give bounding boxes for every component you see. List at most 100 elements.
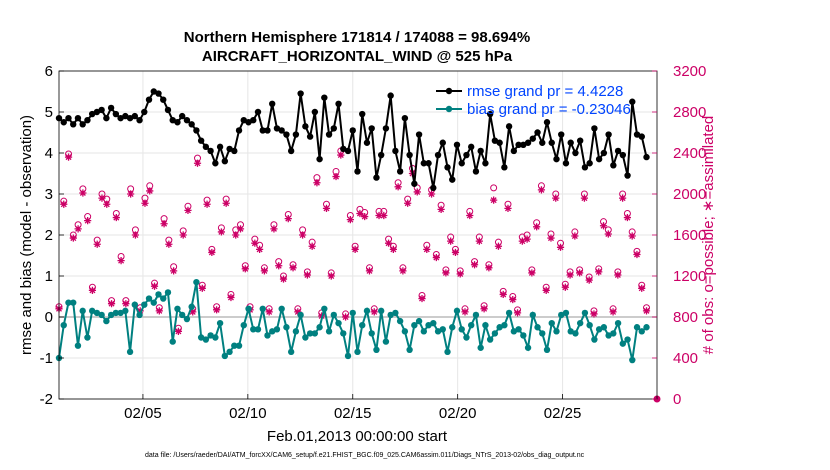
legend: rmse grand pr = 4.4228 bias grand pr = -…	[436, 83, 631, 118]
bias-point	[216, 319, 224, 327]
obs-assimilated-point	[380, 211, 388, 220]
obs-assimilated-point	[590, 310, 598, 318]
obs-assimilated-point	[556, 243, 565, 251]
rmse-point	[141, 108, 148, 116]
bias-point	[396, 317, 404, 325]
rmse-point	[396, 168, 404, 175]
y-axis-left-label: rmse and bias (model - observation)	[18, 115, 35, 355]
rmse-point	[330, 125, 338, 132]
obs-assimilated-point	[384, 239, 393, 247]
bias-point	[633, 324, 641, 331]
x-axis-label: Feb.01,2013 00:00:00 start	[267, 428, 448, 445]
bias-point	[70, 299, 77, 306]
obs-possible-point	[490, 184, 498, 192]
y-right-tick-label: 400	[673, 350, 698, 367]
bias-point	[524, 344, 532, 351]
y-right-tick-label: 0	[673, 391, 681, 408]
rmse-point	[581, 164, 589, 171]
y-right-tick-label: 800	[673, 309, 698, 326]
bias-point	[629, 356, 636, 364]
bias-point	[477, 344, 484, 351]
bias-point	[444, 348, 451, 356]
obs-assimilated-point	[513, 309, 522, 317]
bias-point	[122, 307, 129, 315]
obs-assimilated-point	[389, 245, 397, 253]
obs-assimilated-point	[461, 308, 469, 316]
obs-assimilated-point	[64, 153, 73, 161]
obs-assimilated-point	[633, 250, 641, 259]
bias-point	[226, 348, 233, 356]
obs-assimilated-point	[638, 284, 646, 292]
bias-point	[302, 334, 309, 341]
bias-point	[131, 301, 139, 308]
legend-rmse-label: rmse grand pr = 4.4228	[467, 83, 623, 100]
obs-assimilated-point	[107, 300, 116, 308]
bias-point	[505, 309, 513, 317]
rmse-point	[482, 160, 489, 167]
obs-assimilated-point	[523, 235, 531, 243]
bias-point	[562, 309, 570, 317]
obs-assimilated-point	[504, 204, 512, 212]
bias-point	[534, 324, 541, 331]
bias-point	[430, 319, 437, 327]
obs-assimilated-point	[466, 211, 474, 220]
obs-assimilated-point	[308, 242, 316, 250]
rmse-point	[107, 104, 115, 112]
rmse-point	[188, 121, 195, 128]
obs-assimilated-point	[74, 225, 82, 233]
rmse-point	[548, 139, 555, 146]
bias-point	[325, 328, 333, 335]
bias-point	[65, 299, 72, 306]
x-tick-label: 02/05	[124, 405, 162, 422]
rmse-point	[377, 151, 385, 159]
obs-assimilated-point	[437, 205, 445, 213]
rmse-point	[183, 117, 191, 124]
obs-assimilated-point	[189, 308, 197, 316]
obs-assimilated-point	[365, 267, 374, 275]
obs-assimilated-point	[170, 267, 178, 275]
obs-assimilated-point	[150, 282, 159, 290]
bias-point	[212, 334, 219, 341]
bias-point	[160, 295, 167, 302]
bias-point	[231, 342, 238, 349]
rmse-point	[112, 110, 120, 118]
rmse-point	[60, 119, 67, 126]
bias-point	[344, 352, 352, 360]
rmse-point	[250, 117, 257, 124]
y-axis-right-label: # of obs: o=possible; ∗=assimilated	[700, 116, 717, 355]
rmse-point	[638, 133, 645, 140]
bias-point	[543, 346, 551, 353]
obs-assimilated-point	[490, 196, 498, 204]
bias-point	[363, 307, 371, 315]
bias-point	[183, 315, 191, 323]
bias-point	[202, 336, 210, 343]
obs-assimilated-point	[485, 264, 493, 272]
obs-assimilated-point	[576, 269, 584, 277]
bias-point	[529, 311, 536, 319]
rmse-point	[463, 151, 470, 159]
y-right-tick-label: 1600	[673, 227, 706, 244]
rmse-point	[207, 147, 214, 155]
bias-point	[482, 322, 489, 329]
obs-assimilated-point	[88, 286, 97, 294]
obs-assimilated-point	[146, 187, 154, 195]
rmse-point	[264, 127, 271, 134]
obs-assimilated-point	[604, 230, 612, 238]
bias-point	[321, 305, 328, 312]
obs-assimilated-point	[208, 248, 216, 257]
obs-assimilated-point	[160, 220, 168, 228]
rmse-point	[576, 137, 584, 144]
obs-assimilated-point	[346, 216, 354, 224]
rmse-point	[79, 121, 86, 128]
rmse-point	[619, 151, 627, 159]
rmse-point	[614, 147, 622, 155]
bias-point	[359, 322, 366, 329]
rmse-point	[70, 121, 77, 128]
rmse-point	[174, 119, 181, 126]
bias-point	[420, 328, 428, 335]
rmse-point	[335, 100, 342, 108]
obs-assimilated-point	[289, 264, 297, 272]
obs-assimilated-point	[198, 284, 206, 292]
data-file-footnote: data file: /Users/raeder/DAI/ATM_forcXX/…	[145, 452, 585, 459]
bias-point	[548, 319, 555, 327]
